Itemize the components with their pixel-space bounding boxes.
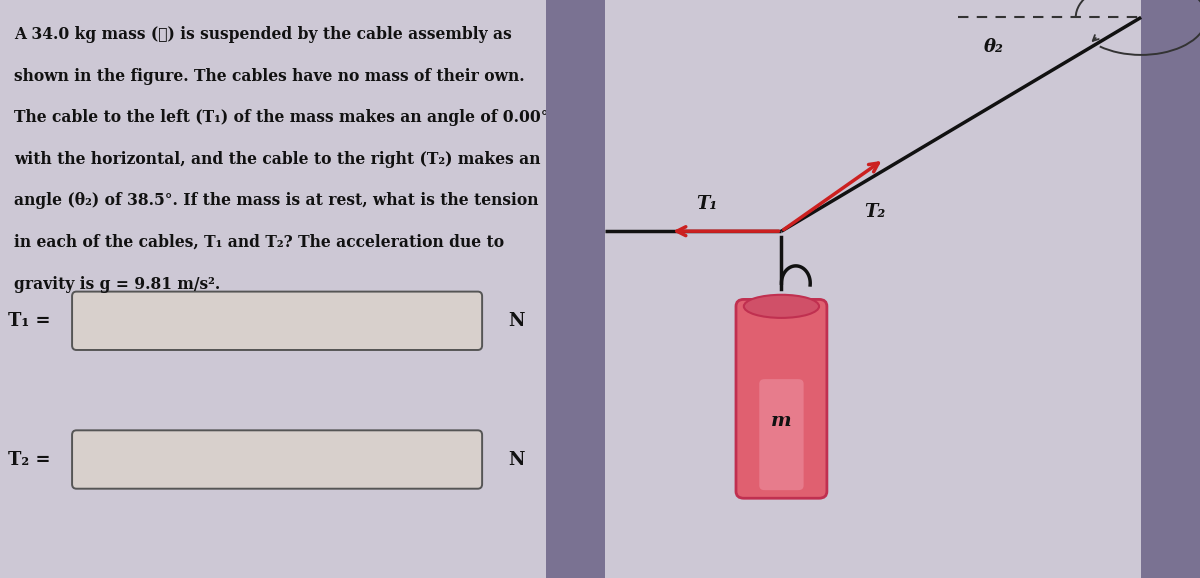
Text: T₂ =: T₂ = [8,450,50,469]
Text: N: N [508,450,524,469]
FancyBboxPatch shape [72,430,482,489]
Text: T₁ =: T₁ = [8,312,50,330]
Text: in each of the cables, Τ₁ and Τ₂? The acceleration due to: in each of the cables, Τ₁ and Τ₂? The ac… [13,234,504,251]
FancyBboxPatch shape [736,299,827,498]
Text: T₁: T₁ [696,195,718,213]
Text: with the horizontal, and the cable to the right (Τ₂) makes an: with the horizontal, and the cable to th… [13,151,540,168]
Text: T₂: T₂ [864,203,886,221]
FancyBboxPatch shape [72,291,482,350]
FancyBboxPatch shape [760,379,804,490]
Ellipse shape [744,295,820,318]
Bar [546,0,605,578]
Text: shown in the figure. The cables have no mass of their own.: shown in the figure. The cables have no … [13,68,524,84]
Text: m: m [772,412,792,430]
Text: θ₂: θ₂ [984,38,1004,56]
Text: angle (θ₂) of 38.5°. If the mass is at rest, what is the tension: angle (θ₂) of 38.5°. If the mass is at r… [13,192,538,209]
Text: The cable to the left (Τ₁) of the mass makes an angle of 0.00°: The cable to the left (Τ₁) of the mass m… [13,109,548,126]
Text: N: N [508,312,524,330]
Text: gravity is g = 9.81 m/s².: gravity is g = 9.81 m/s². [13,276,220,292]
Bar [1141,0,1200,578]
Text: A 34.0 kg mass (ℳ) is suspended by the cable assembly as: A 34.0 kg mass (ℳ) is suspended by the c… [13,26,511,43]
